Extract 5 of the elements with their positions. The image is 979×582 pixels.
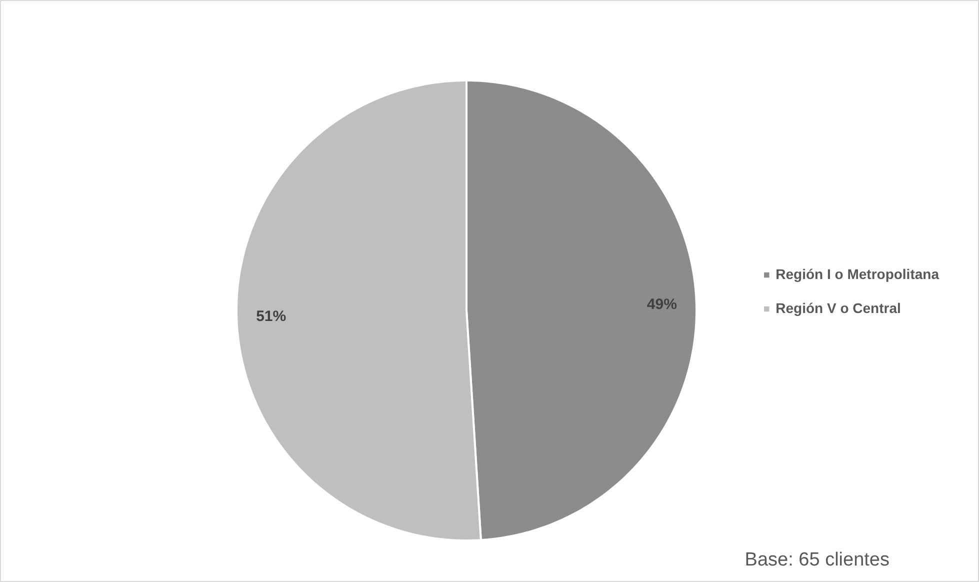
data-label: 51% — [256, 308, 286, 326]
legend-label: Región I o Metropolitana — [776, 266, 939, 282]
data-label: 49% — [646, 296, 677, 313]
legend-label: Región V o Central — [776, 300, 901, 316]
text: Base: 65 clientes — [744, 550, 890, 570]
